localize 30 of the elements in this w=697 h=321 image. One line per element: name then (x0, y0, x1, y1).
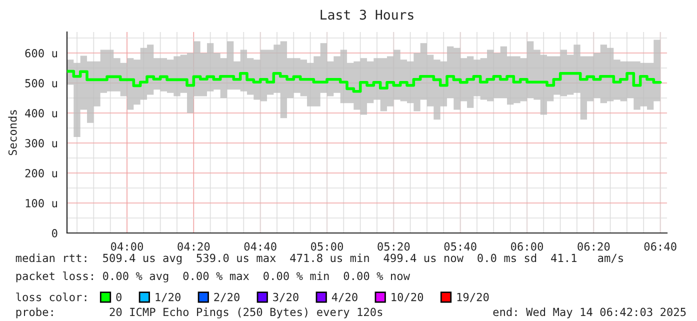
x-tick-label: 04:40 (244, 242, 276, 251)
legend-label: 19/20 (457, 292, 489, 302)
y-tick-label: 0 (52, 229, 58, 238)
legend-label: 3/20 (273, 292, 298, 302)
legend-label: 4/20 (332, 292, 358, 302)
chart-title: Last 3 Hours (320, 10, 414, 20)
text: end: Wed May 14 06:42:03 2025 (493, 308, 686, 318)
x-tick-label: 05:40 (444, 242, 476, 251)
text: packet loss: 0.00 % avg 0.00 % max 0.00 % min 0.00 % now (16, 272, 410, 282)
x-tick-label: 06:40 (644, 242, 676, 251)
legend-label: 2/20 (214, 292, 240, 302)
x-tick-label: 06:00 (511, 242, 544, 251)
y-tick-label: 100 u (26, 199, 57, 208)
y-axis-title: Seconds (8, 110, 17, 156)
legend-label: 0 (116, 292, 122, 302)
x-tick-label: 05:20 (378, 242, 410, 251)
legend-label: 10/20 (392, 292, 424, 302)
legend-label: 1/20 (156, 292, 180, 302)
legend-title: loss color: (16, 292, 86, 302)
x-tick-label: 05:00 (311, 242, 344, 251)
text: median rtt: 509.4 us avg 539.0 us max 471.8 us min 499.4 us now 0.0 ms sd 41.1 am/s (16, 254, 623, 264)
text: probe: 20 ICMP Echo Pings (250 Bytes) every 120s (16, 308, 382, 318)
y-tick-label: 600 u (25, 49, 57, 58)
x-tick-label: 04:20 (178, 242, 210, 251)
y-tick-label: 500 u (25, 79, 57, 88)
y-tick-label: 200 u (25, 169, 57, 178)
y-tick-label: 400 u (25, 109, 57, 118)
x-tick-label: 04:00 (111, 242, 144, 251)
x-tick-label: 06:20 (578, 242, 610, 251)
y-tick-label: 300 u (25, 139, 57, 148)
